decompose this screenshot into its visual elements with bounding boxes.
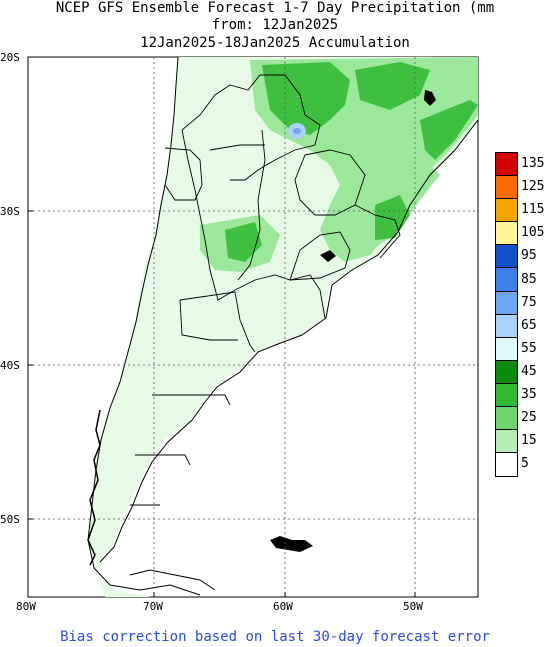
- legend-swatch-35: [496, 383, 517, 408]
- precip-zone-river: [375, 195, 410, 240]
- legend-label-75: 75: [521, 294, 537, 310]
- grid: [28, 57, 478, 597]
- legend-swatch-95: [496, 245, 517, 269]
- coastal-lagoon: [320, 250, 336, 262]
- legend-swatch-25: [496, 407, 517, 431]
- legend-label-95: 95: [521, 248, 537, 264]
- legend-label-45: 45: [521, 363, 537, 379]
- legend-label-5: 5: [521, 456, 529, 472]
- precip-zone-25-35: [262, 62, 350, 135]
- legend-label-25: 25: [521, 410, 537, 426]
- footer-note: Bias correction based on last 30-day for…: [60, 629, 490, 645]
- legend-label-105: 105: [521, 225, 545, 241]
- lat-label-20s: 20S: [0, 51, 20, 64]
- legend-label-115: 115: [521, 202, 545, 218]
- legend-label-35: 35: [521, 387, 537, 402]
- precip-zone-coast: [420, 100, 478, 160]
- lat-label-40s: 40S: [0, 359, 20, 372]
- legend-label-65: 65: [521, 317, 537, 333]
- legend-swatch-75: [496, 291, 517, 315]
- legend-label-85: 85: [521, 271, 537, 287]
- lon-label-60w: 60W: [273, 600, 293, 613]
- map-title-line3: 12Jan2025-18Jan2025 Accumulation: [140, 35, 410, 51]
- falkland-islands: [270, 536, 313, 552]
- legend-swatch-105: [496, 222, 517, 246]
- ticks: [27, 56, 416, 597]
- legend-swatch-125: [496, 176, 517, 200]
- coastlines: [87, 56, 479, 596]
- lat-label-50s: 50S: [0, 513, 20, 526]
- legend-label-15: 15: [521, 433, 537, 449]
- legend-swatch-55: [496, 337, 517, 361]
- legend-swatch-85: [496, 268, 517, 292]
- lake-titicaca: [424, 90, 436, 106]
- borders: [130, 74, 401, 506]
- legend-swatch-45: [496, 360, 517, 384]
- lat-label-30s: 30S: [0, 205, 20, 218]
- legend-swatch-65: [496, 314, 517, 338]
- legend-swatch-115: [496, 199, 517, 223]
- precip-zone-center: [225, 222, 262, 262]
- map-title-line1: NCEP GFS Ensemble Forecast 1-7 Day Preci…: [55, 0, 495, 16]
- legend-label-135: 135: [521, 156, 545, 171]
- legend-label-55: 55: [521, 340, 537, 356]
- map-title-line2: from: 12Jan2025: [211, 17, 339, 33]
- precip-zone-north: [355, 62, 430, 110]
- legend-swatch-5: [496, 453, 517, 477]
- color-legend: [495, 152, 518, 478]
- legend-label-125: 125: [521, 179, 545, 195]
- fjords: [87, 409, 101, 566]
- lon-label-70w: 70W: [143, 600, 163, 613]
- legend-swatch-15: [496, 430, 517, 454]
- lon-label-50w: 50W: [403, 600, 423, 613]
- lon-label-80w: 80W: [16, 600, 36, 613]
- legend-swatch-135: [496, 153, 517, 177]
